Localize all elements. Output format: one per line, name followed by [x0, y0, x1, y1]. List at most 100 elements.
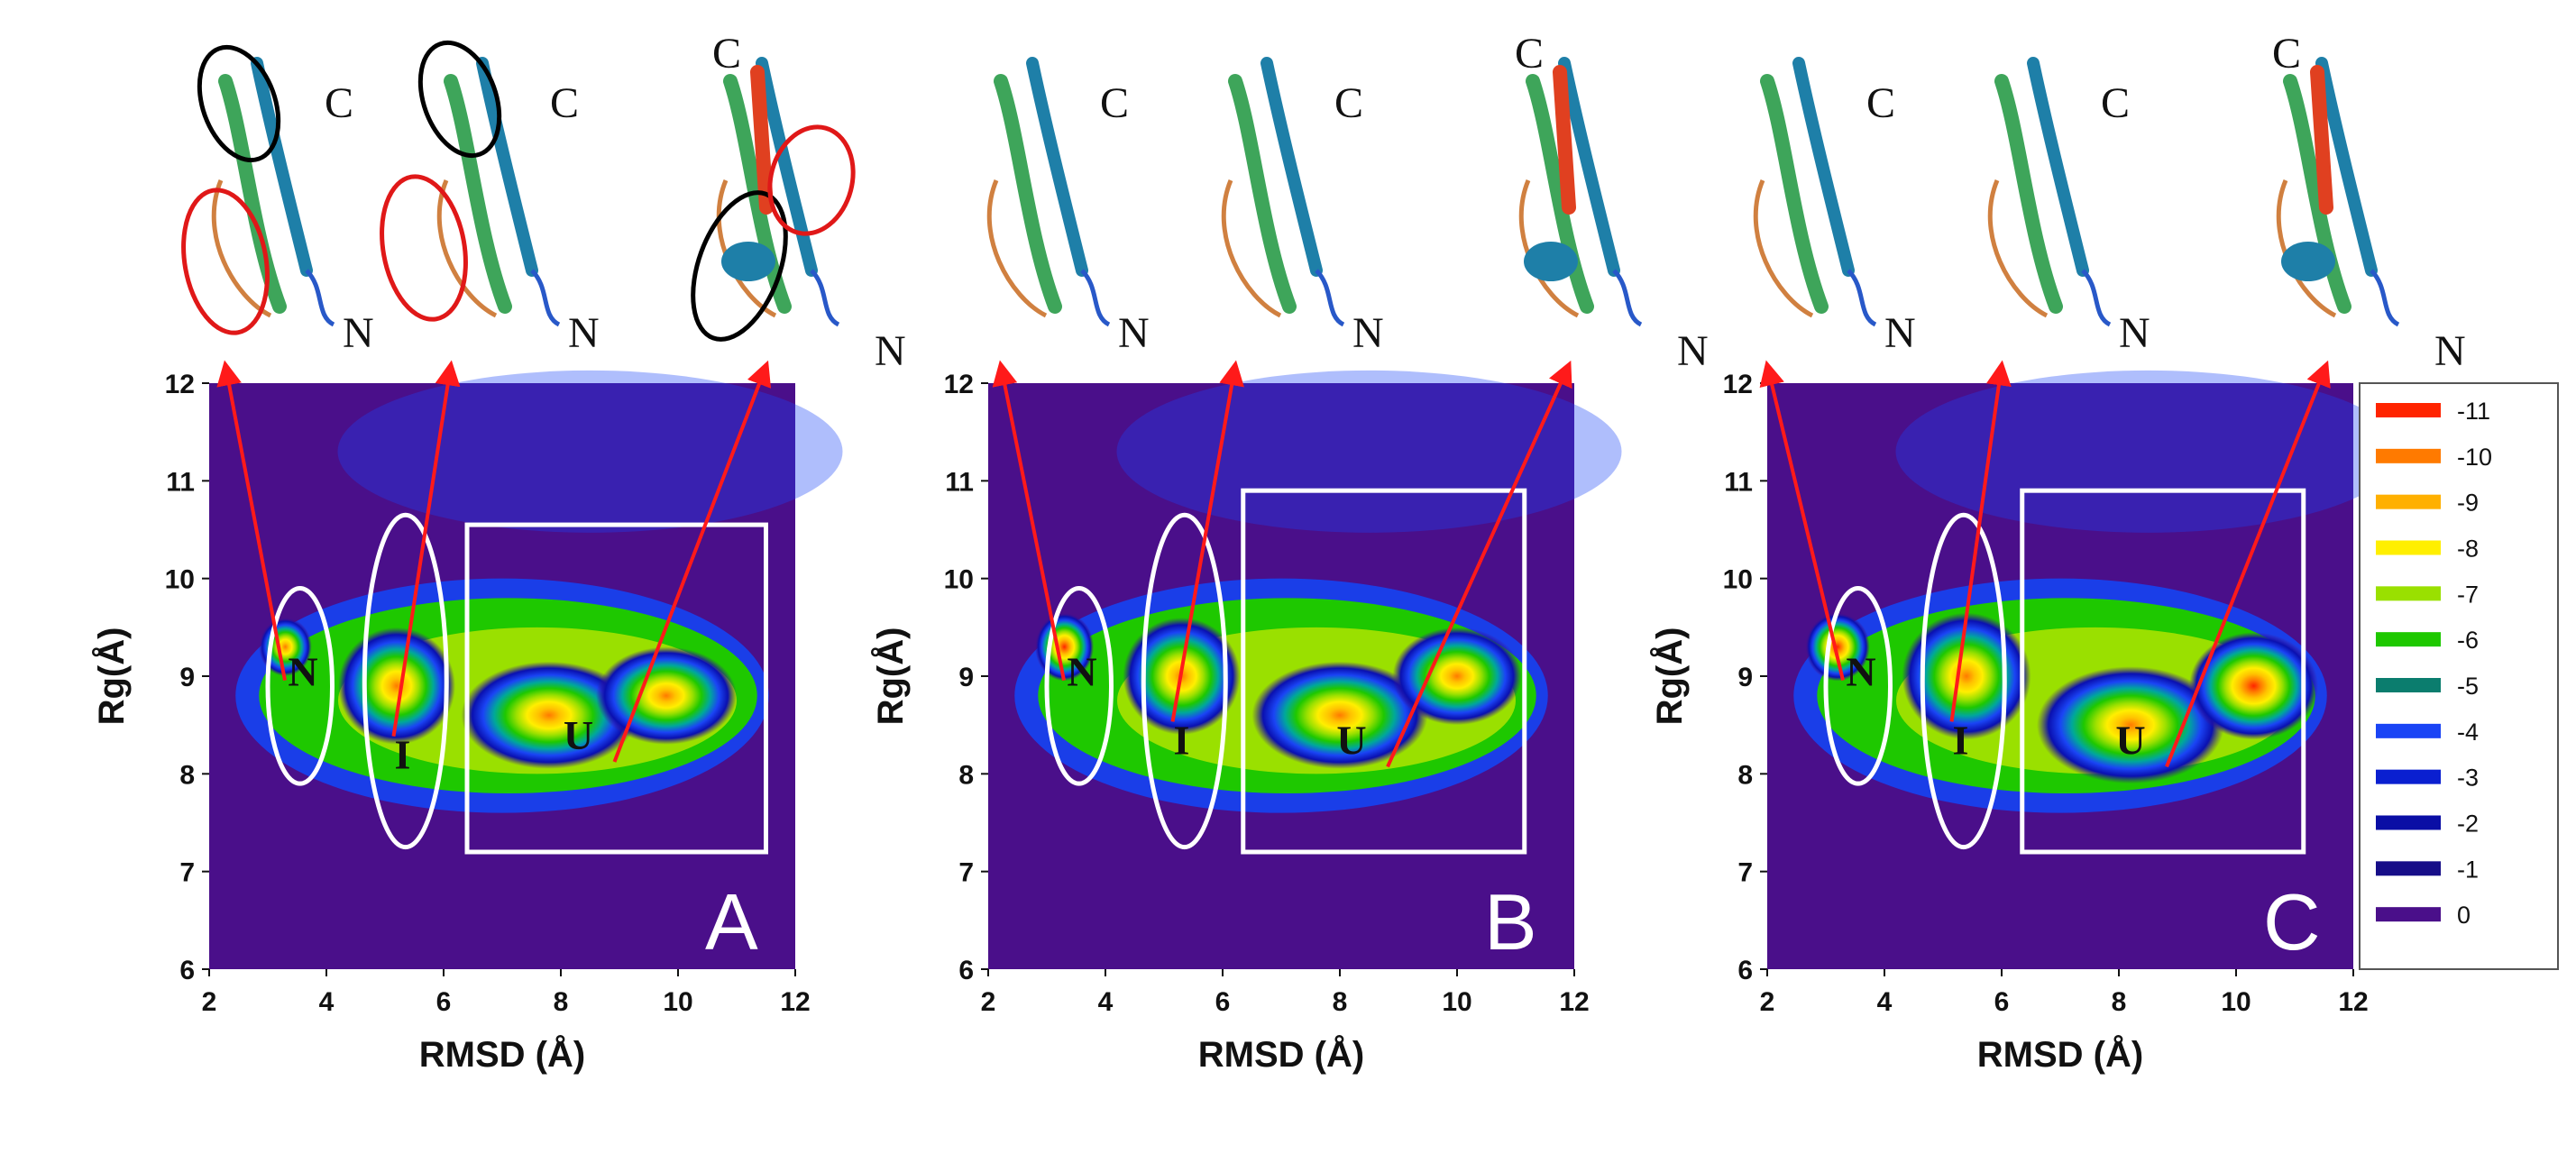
x-tick-label: 2	[981, 987, 996, 1017]
tail	[1080, 269, 1111, 327]
c-terminus-label: C	[2101, 79, 2130, 127]
legend-label: -1	[2457, 856, 2479, 883]
y-tick-label: 6	[1737, 956, 1753, 985]
loop	[436, 179, 498, 318]
state-label: U	[564, 712, 593, 758]
panel-letter: C	[2263, 877, 2321, 966]
y-axis-label: Rg(Å)	[1649, 627, 1690, 726]
n-terminus-label: N	[343, 309, 374, 357]
beta-strand	[2310, 65, 2333, 215]
x-tick-label: 4	[1098, 987, 1114, 1017]
x-tick-label: 10	[663, 987, 692, 1017]
legend-label: -2	[2457, 811, 2479, 838]
x-tick-label: 12	[780, 987, 810, 1017]
n-terminus-label: N	[1118, 309, 1150, 357]
legend-swatch	[2376, 907, 2441, 922]
n-terminus-label: N	[2434, 327, 2466, 375]
arrow	[216, 360, 287, 681]
legend-label: -6	[2457, 627, 2479, 654]
protein-structure-image: CN	[1221, 57, 1384, 357]
beta-strand	[2027, 57, 2089, 277]
region-highlight	[380, 174, 468, 322]
arrow	[391, 360, 461, 737]
arrow	[612, 360, 772, 763]
n-terminus-label: N	[2119, 309, 2150, 357]
legend-swatch	[2376, 632, 2441, 647]
legend-swatch	[2376, 769, 2441, 784]
state-label: I	[395, 732, 411, 778]
x-tick-label: 4	[319, 987, 335, 1017]
c-terminus-label: C	[1866, 79, 1895, 127]
legend-label: -4	[2457, 719, 2479, 746]
x-tick-label: 12	[2338, 987, 2368, 1017]
protein-structure-image: CN	[1515, 30, 1709, 375]
x-tick-label: 4	[1877, 987, 1893, 1017]
tail	[1612, 269, 1643, 327]
legend-swatch	[2376, 723, 2441, 738]
x-tick-label: 12	[1559, 987, 1589, 1017]
arrow	[1949, 360, 2012, 722]
x-tick-label: 6	[436, 987, 452, 1017]
c-terminus-label: C	[1515, 30, 1544, 78]
beta-strand	[1526, 74, 1594, 314]
tail	[1315, 269, 1345, 327]
beta-strand	[1228, 74, 1297, 314]
helix	[1524, 242, 1578, 281]
basin	[461, 661, 637, 769]
beta-strand	[1994, 74, 2063, 314]
state-label: U	[1336, 717, 1366, 763]
intermediate-state-outline	[362, 512, 449, 850]
basin	[1392, 627, 1522, 726]
tail	[2370, 269, 2400, 327]
native-state-outline	[265, 586, 335, 786]
legend-label: -9	[2457, 490, 2479, 517]
beta-strand	[1260, 57, 1323, 277]
legend-label: -8	[2457, 536, 2479, 563]
haze	[1895, 370, 2401, 533]
beta-strand	[444, 74, 512, 314]
tail	[2081, 269, 2112, 327]
protein-structure-image: CN	[712, 30, 906, 375]
state-label: I	[1174, 717, 1190, 763]
y-tick-label: 11	[1724, 467, 1753, 497]
unfolded-state-outline	[1241, 488, 1527, 855]
y-tick-label: 12	[1723, 370, 1753, 399]
c-terminus-label: C	[712, 30, 741, 78]
legend-swatch	[2376, 586, 2441, 601]
legend-swatch	[2376, 448, 2441, 463]
legend-swatch	[2376, 815, 2441, 830]
region-highlight	[691, 190, 788, 342]
state-label: N	[1846, 649, 1875, 695]
y-tick-label: 7	[1737, 858, 1753, 888]
legend-swatch	[2376, 403, 2441, 417]
beta-strand	[251, 57, 313, 277]
helix	[2281, 242, 2335, 281]
x-axis-label: RMSD (Å)	[1977, 1034, 2143, 1075]
state-label: U	[2115, 717, 2145, 763]
protein-structure-image: CN	[1753, 57, 1916, 357]
beta-strand	[1760, 74, 1829, 314]
x-tick-label: 6	[1215, 987, 1231, 1017]
beta-strand	[476, 57, 538, 277]
y-tick-label: 8	[1737, 760, 1753, 790]
y-tick-label: 6	[179, 956, 195, 985]
legend-label: -10	[2457, 444, 2492, 471]
beta-strand	[1026, 57, 1088, 277]
x-axis-label: RMSD (Å)	[1198, 1034, 1364, 1075]
loop	[986, 179, 1048, 318]
n-terminus-label: N	[1677, 327, 1709, 375]
protein-structure-image: CN	[1987, 57, 2150, 357]
panel-letter: A	[705, 877, 758, 966]
state-label: I	[1953, 717, 1969, 763]
tail	[305, 269, 335, 327]
x-tick-label: 10	[1442, 987, 1471, 1017]
n-terminus-label: N	[1884, 309, 1916, 357]
protein-structure-image: CN	[211, 57, 374, 357]
x-axis-label: RMSD (Å)	[419, 1034, 585, 1075]
legend-label: -5	[2457, 673, 2479, 700]
arrow	[1759, 360, 1845, 682]
